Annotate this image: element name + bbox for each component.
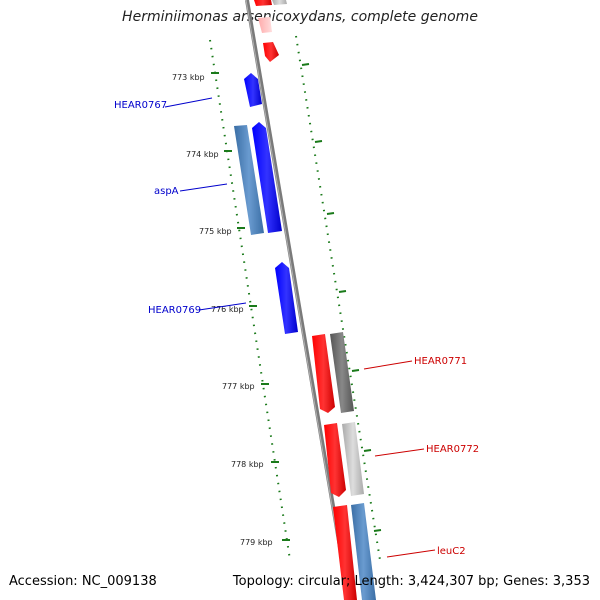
gene-label-aspa[interactable]: aspA bbox=[154, 186, 179, 197]
cog-bar-hear0771[interactable] bbox=[330, 332, 354, 413]
left-major-ticks bbox=[211, 72, 290, 541]
label-leader-hear0769 bbox=[198, 302, 247, 311]
map-title: Herminiimonas arsenicoxydans, complete g… bbox=[122, 9, 478, 25]
label-leader-hear0772 bbox=[374, 448, 425, 457]
gene-feature-partial[interactable] bbox=[254, 0, 272, 6]
gene-label-hear0767[interactable]: HEAR0767 bbox=[114, 100, 167, 111]
gene-arrow-leuc2[interactable] bbox=[333, 505, 357, 600]
genome-summary-text: Topology: circular; Length: 3,424,307 bp… bbox=[232, 574, 590, 589]
tick-label: 776 kbp bbox=[211, 305, 244, 314]
tick-label: 779 kbp bbox=[240, 538, 273, 547]
accession-text: Accession: NC_009138 bbox=[9, 574, 157, 589]
label-leader-hear0771 bbox=[363, 360, 413, 370]
right-major-ticks bbox=[301, 63, 382, 532]
tick-label: 775 kbp bbox=[199, 227, 232, 236]
cog-bar-hear0772[interactable] bbox=[342, 422, 364, 496]
label-leader-hear0767 bbox=[164, 97, 213, 108]
gene-arrow-hear0769[interactable] bbox=[275, 262, 298, 334]
tick-label: 774 kbp bbox=[186, 150, 219, 159]
gene-feature[interactable] bbox=[263, 42, 279, 62]
gene-arrow-hear0767[interactable] bbox=[244, 73, 262, 107]
left-dotted-track bbox=[209, 39, 291, 561]
genome-backbone-highlight bbox=[245, 0, 349, 600]
tick-label: 778 kbp bbox=[231, 460, 264, 469]
gene-label-leuc2[interactable]: leuC2 bbox=[437, 546, 466, 557]
gene-arrow-aspa[interactable] bbox=[252, 122, 282, 233]
genome-backbone bbox=[245, 0, 351, 600]
gene-label-hear0769[interactable]: HEAR0769 bbox=[148, 305, 201, 316]
cog-bar-aspa[interactable] bbox=[234, 125, 264, 235]
gene-arrow-hear0772[interactable] bbox=[324, 423, 346, 497]
right-dotted-track bbox=[295, 35, 381, 561]
gene-feature-partial[interactable] bbox=[258, 17, 272, 33]
gene-feature-partial[interactable] bbox=[272, 0, 287, 5]
gene-label-hear0772[interactable]: HEAR0772 bbox=[426, 444, 479, 455]
tick-label: 773 kbp bbox=[172, 73, 205, 82]
cog-bar-leuc2[interactable] bbox=[351, 503, 376, 600]
gene-arrow-hear0771[interactable] bbox=[312, 334, 335, 413]
tick-label: 777 kbp bbox=[222, 382, 255, 391]
label-leader-leuc2 bbox=[386, 549, 436, 558]
label-leader-aspa bbox=[179, 183, 228, 192]
gene-label-hear0771[interactable]: HEAR0771 bbox=[414, 356, 467, 367]
